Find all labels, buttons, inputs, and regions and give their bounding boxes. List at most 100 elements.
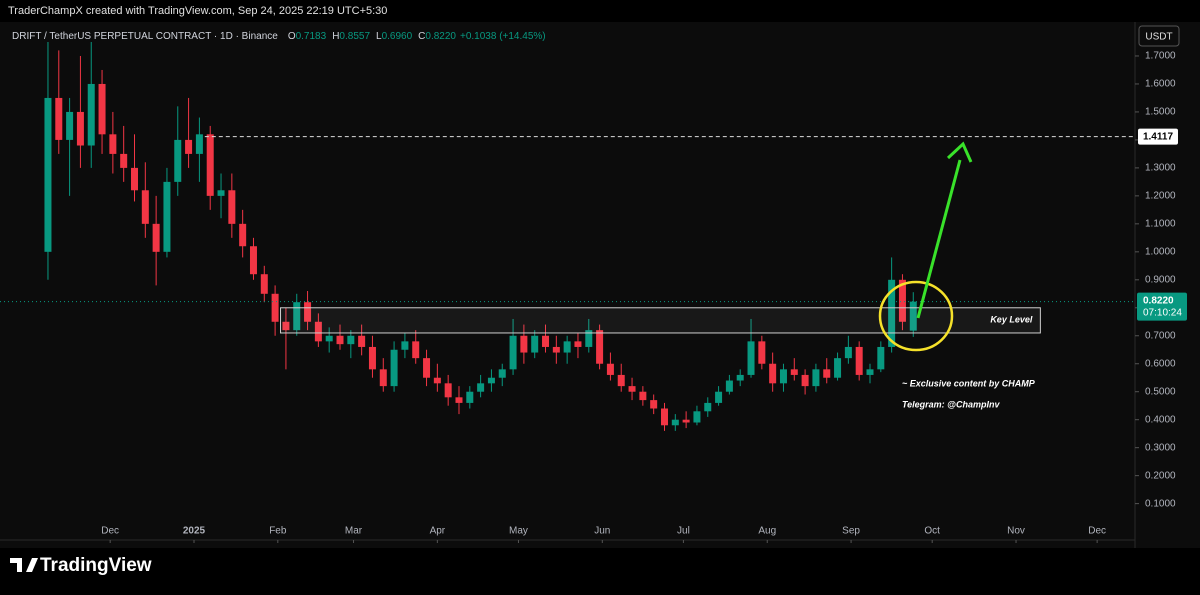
ohlc-key: C [418,31,425,42]
symbol-title: DRIFT / TetherUS PERPETUAL CONTRACT · 1D… [12,31,278,42]
target-arrow [916,159,962,319]
symbol-legend: DRIFT / TetherUS PERPETUAL CONTRACT · 1D… [12,31,546,42]
ohlc-value: 0.7183 [296,31,327,42]
candle-body [325,335,333,342]
x-tick-label: Oct [924,526,940,537]
candle-body [855,346,863,375]
y-tick-label: 1.3000 [1145,163,1176,174]
candle-body [487,377,495,384]
candle-body [185,139,193,154]
candle-body [87,83,95,146]
x-tick-label: 2025 [183,526,206,537]
candle-body [909,301,917,331]
y-tick-label: 0.5000 [1145,386,1176,397]
y-tick-label: 1.1000 [1145,218,1176,229]
currency-label[interactable]: USDT [1145,32,1172,43]
y-tick-label: 1.5000 [1145,107,1176,118]
candle-body [747,341,755,375]
key-level-zone [280,307,1041,334]
ohlc-value: 0.8557 [339,31,370,42]
target-level-label: 1.4117 [1143,131,1173,142]
x-tick-label: May [509,526,528,537]
candle-body [606,363,614,375]
candle-body [260,274,268,294]
candle-body [130,167,138,191]
target-level-tag [1138,128,1178,145]
candle-body [585,330,593,347]
candle-body [704,402,712,412]
candle-body [141,190,149,224]
key-level-label: Key Level [990,315,1033,325]
candle-body [617,374,625,387]
candle-body [206,134,214,196]
chart-pane [0,22,1200,548]
candle-body [466,391,474,403]
candle-body [531,335,539,353]
candle-body [314,321,322,342]
candle-body [898,279,906,322]
candle-body [509,335,517,370]
candle-body [628,386,636,392]
candle-body [336,335,344,345]
candle-body [228,190,236,224]
x-tick-label: Jun [594,526,610,537]
x-tick-label: Apr [430,526,446,537]
candle-body [163,181,171,252]
candle-body [217,190,225,196]
candle-body [639,391,647,401]
candle-body [412,341,420,359]
candle-body [650,400,658,409]
y-tick-label: 0.6000 [1145,358,1176,369]
x-tick-label: Dec [1088,526,1106,537]
ohlc-key: O [288,31,296,42]
header-caption: TraderChampX created with TradingView.co… [8,5,387,17]
annotation: ~ Exclusive content by CHAMP [902,378,1036,388]
candles [44,41,917,431]
y-tick-label: 0.9000 [1145,274,1176,285]
candle-body [574,341,582,347]
candle-body [660,408,668,426]
ohlc-key: L [376,31,382,42]
candle-body [790,369,798,375]
candle-body [120,153,128,168]
candle-body [358,335,366,347]
candle-body [249,246,257,275]
candle-body [693,411,701,423]
target-arrow-head [946,141,973,163]
y-tick-label: 1.7000 [1145,51,1176,62]
candle-body [174,139,182,182]
candle-body [596,330,604,364]
ohlc-value: 0.8220 [425,31,456,42]
candle-body [239,223,247,247]
y-tick-label: 1.6000 [1145,79,1176,90]
candle-body [293,302,301,331]
logo: TradingView [10,555,152,576]
candle-body [498,369,506,378]
candle-body [55,97,63,140]
y-tick-label: 0.2000 [1145,470,1176,481]
x-tick-label: Jul [677,526,690,537]
x-tick-label: Mar [345,526,363,537]
grid: 0.1000 0.2000 0.3000 0.4000 0.5000 0.6000 0.70… [101,51,1176,543]
candle-body [758,341,766,364]
last-price-tag [1137,292,1187,321]
x-tick-label: Nov [1007,526,1025,537]
change: +0.1038 (+14.45%) [460,31,546,42]
candle-body [812,369,820,387]
candle-body [390,349,398,387]
candle-body [801,374,809,387]
candle-body [304,302,312,322]
candle-body [44,97,52,252]
candle-body [76,111,84,146]
y-tick-label: 0.3000 [1145,442,1176,453]
candle-body [433,377,441,384]
x-tick-label: Aug [758,526,776,537]
currency-button[interactable] [1138,25,1180,47]
candle-body [477,383,485,392]
candle-body [823,369,831,378]
candle-body [423,358,431,378]
highlight-circle [878,280,954,352]
logo-text: TradingView [40,555,152,576]
